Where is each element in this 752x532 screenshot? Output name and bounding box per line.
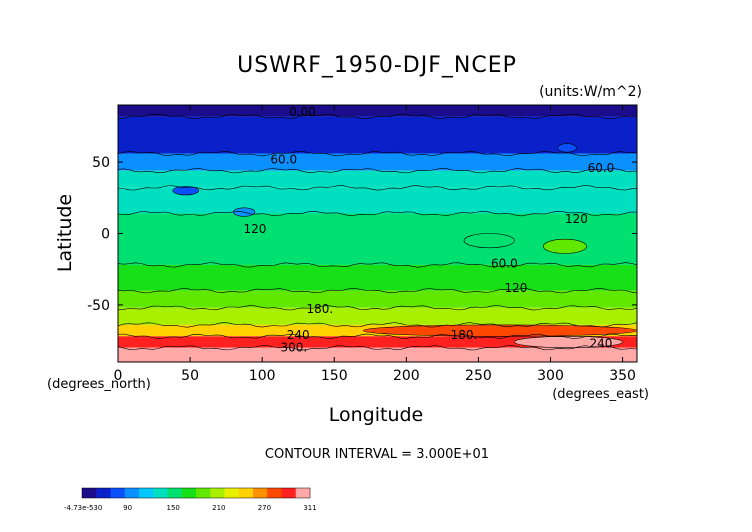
colorbar-label-0: -4.73e-530 xyxy=(64,504,102,512)
units-label: (units:W/m^2) xyxy=(539,84,642,100)
colorbar-cell-12 xyxy=(253,488,268,498)
contour-label-4: 120 xyxy=(565,212,588,226)
lat-band-11 xyxy=(118,347,637,362)
contour-line-7 xyxy=(118,287,637,294)
y-axis-title: Latitude xyxy=(54,194,76,272)
colorbar-label-1: 90 xyxy=(123,504,132,512)
contour-feature-1 xyxy=(172,186,200,196)
colorbar-cell-15 xyxy=(295,488,311,498)
x-tick-label-1: 50 xyxy=(181,368,199,384)
contour-label-2: 60.0 xyxy=(588,161,615,175)
x-axis: 0 50 100 150 200 250 300 350 xyxy=(114,105,636,384)
colorbar-cell-6 xyxy=(167,488,183,498)
contour-label-11: 240 xyxy=(590,336,613,350)
colorbar-label-4: 270 xyxy=(258,504,271,512)
colorbar-frame xyxy=(81,487,311,499)
contour-feature-6 xyxy=(514,335,623,349)
colorbar-cell-8 xyxy=(196,488,211,498)
contour-line-11 xyxy=(118,344,637,351)
contour-label-1: 60.0 xyxy=(270,152,297,166)
x-tick-label-0: 0 xyxy=(114,368,123,384)
lat-band-1 xyxy=(118,116,637,154)
colorbar-cell-10 xyxy=(224,488,240,498)
contour-line-5 xyxy=(118,210,637,217)
colorbar-label-2: 150 xyxy=(167,504,180,512)
lat-band-8 xyxy=(118,307,637,325)
contour-label-3: 120 xyxy=(244,222,267,236)
colorbar: -4.73e-530 90 150 210 270 311 xyxy=(64,487,317,512)
contour-line-8 xyxy=(118,305,637,311)
colorbar-cell-9 xyxy=(210,488,225,498)
contour-feature-4 xyxy=(542,238,587,254)
colorbar-cell-1 xyxy=(96,488,111,498)
contour-line-9 xyxy=(118,322,637,328)
contour-label-10: 300. xyxy=(281,341,308,355)
lat-band-3 xyxy=(118,170,637,188)
lat-band-6 xyxy=(118,264,637,291)
x-tick-label-7: 350 xyxy=(609,368,636,384)
lat-band-10 xyxy=(118,336,637,348)
colorbar-cell-14 xyxy=(281,488,297,498)
y-axis: 50 0 -50 xyxy=(87,155,637,314)
chart-title: USWRF_1950-DJF_NCEP xyxy=(237,53,517,78)
lat-band-4 xyxy=(118,187,637,214)
contour-line-1 xyxy=(118,113,637,120)
colorbar-cell-11 xyxy=(238,488,254,498)
contour-label-7: 180. xyxy=(306,302,333,316)
plot-area: 0.0060.060.012012012060.0180.180.240300.… xyxy=(117,104,638,363)
colorbar-cell-7 xyxy=(181,488,197,498)
contour-interval-note: CONTOUR INTERVAL = 3.000E+01 xyxy=(265,447,489,462)
contour-line-2 xyxy=(118,150,637,157)
x-tick-label-2: 100 xyxy=(249,368,276,384)
x-tick-label-6: 300 xyxy=(537,368,564,384)
x-tick-label-3: 150 xyxy=(321,368,348,384)
x-unit-label: (degrees_east) xyxy=(552,387,649,402)
colorbar-cell-2 xyxy=(110,488,126,498)
y-tick-label-2: -50 xyxy=(87,298,110,314)
contour-feature-3 xyxy=(463,233,515,249)
lat-band-2 xyxy=(118,153,637,171)
colorbar-cell-5 xyxy=(153,488,168,498)
contour-line-3 xyxy=(118,167,637,174)
contour-line-6 xyxy=(118,262,637,268)
x-tick-label-5: 250 xyxy=(465,368,492,384)
colorbar-cell-0 xyxy=(82,488,97,498)
y-tick-label-0: 50 xyxy=(92,155,110,171)
contour-label-5: 120 xyxy=(504,281,527,295)
contour-label-8: 180. xyxy=(451,328,478,342)
contour-line-10 xyxy=(118,333,637,340)
y-tick-label-1: 0 xyxy=(101,227,110,243)
contour-label-6: 60.0 xyxy=(491,256,518,270)
colorbar-cell-4 xyxy=(139,488,154,498)
contour-line-4 xyxy=(118,185,637,191)
colorbar-label-3: 210 xyxy=(212,504,225,512)
contour-label-9: 240 xyxy=(287,328,310,342)
lat-band-5 xyxy=(118,213,637,265)
colorbar-label-5: 311 xyxy=(303,504,316,512)
colorbar-cell-3 xyxy=(124,488,140,498)
y-unit-label: (degrees_north) xyxy=(47,377,151,392)
lat-band-0 xyxy=(118,105,637,117)
lat-band-7 xyxy=(118,290,637,308)
contour-label-0: 0.00 xyxy=(289,105,316,119)
colorbar-cell-13 xyxy=(267,488,282,498)
contour-feature-0 xyxy=(557,143,577,153)
x-tick-label-4: 200 xyxy=(393,368,420,384)
x-axis-title: Longitude xyxy=(329,404,424,426)
